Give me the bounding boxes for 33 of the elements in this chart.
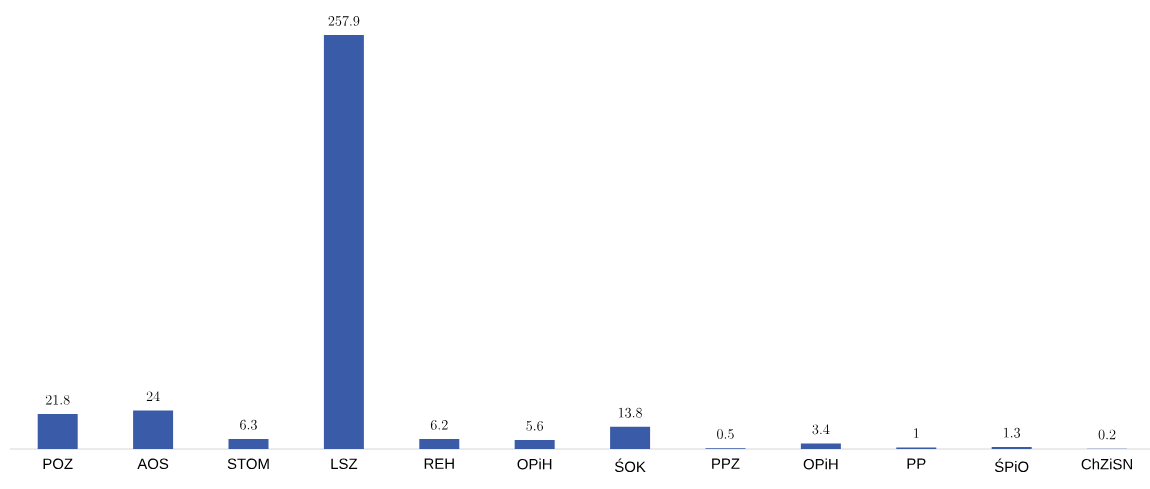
data-label: 13.8 <box>618 407 642 418</box>
x-tick-label: ŚPiO <box>994 458 1029 473</box>
x-tick-label: ChZiSN <box>1081 458 1132 470</box>
bar <box>991 446 1032 449</box>
bar <box>228 438 269 449</box>
x-tick-label: OPiH <box>803 458 838 470</box>
data-label: 5.6 <box>526 420 544 431</box>
bar <box>37 414 78 449</box>
bar <box>323 35 364 449</box>
data-label: 257.9 <box>328 15 360 26</box>
data-label: 0.5 <box>717 429 734 439</box>
data-label: 24 <box>146 391 160 401</box>
bar <box>610 426 651 449</box>
bar <box>800 443 841 449</box>
data-label: 21 .8 <box>45 394 70 405</box>
x-tick-label: POZ <box>43 458 73 470</box>
x-tick-label: AOS <box>137 458 169 470</box>
bar <box>133 410 174 449</box>
data-label: 6.3 <box>240 419 257 430</box>
x-tick-label: STOM <box>227 458 269 470</box>
data-label: 3.4 <box>812 424 830 435</box>
data-label: 1 <box>914 428 919 438</box>
data-label: 0.2 <box>1098 429 1116 440</box>
data-label: 1 .3 <box>1004 427 1021 438</box>
x-tick-label: PPZ <box>712 458 740 469</box>
x-tick-label: OPiH <box>517 458 552 470</box>
x-tick-label: REH <box>424 458 454 469</box>
x-tick-label: LSZ <box>331 458 358 470</box>
x-tick-label: ŚOK <box>614 458 646 473</box>
data-label: 6.2 <box>430 420 448 430</box>
bar <box>419 439 460 449</box>
x-tick-label: PP <box>907 458 926 469</box>
bar <box>514 440 555 449</box>
